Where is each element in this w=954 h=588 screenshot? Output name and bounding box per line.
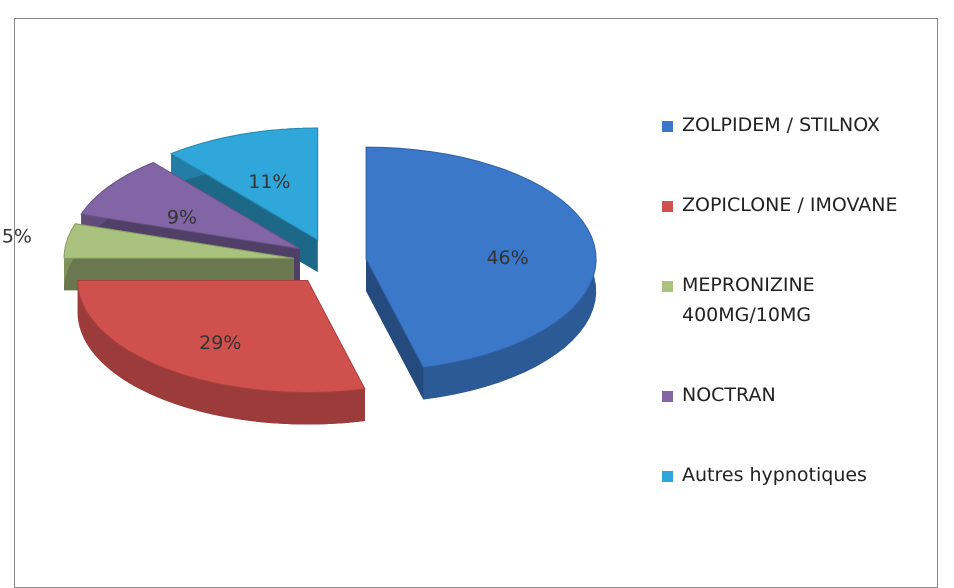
legend-label: NOCTRAN: [682, 384, 776, 406]
legend-label: ZOPICLONE / IMOVANE: [682, 194, 898, 216]
legend-item: ZOPICLONE / IMOVANE: [662, 190, 922, 220]
legend-label: Autres hypnotiques: [682, 464, 867, 486]
pie-slice: [365, 146, 597, 369]
slice-side: [366, 259, 424, 400]
legend-swatch: [662, 121, 673, 132]
data-label: 11%: [248, 171, 290, 193]
legend-item: NOCTRAN: [662, 380, 922, 410]
legend-item: ZOLPIDEM / STILNOX: [662, 110, 922, 140]
pie-slice: [169, 127, 319, 241]
legend-label: ZOLPIDEM / STILNOX: [682, 114, 880, 136]
data-label: 46%: [486, 247, 528, 269]
legend: ZOLPIDEM / STILNOX ZOPICLONE / IMOVANE MEP…: [662, 110, 932, 540]
legend-swatch: [662, 281, 673, 292]
pie-slice: [80, 161, 301, 250]
legend-swatch: [662, 201, 673, 212]
pie-slice: [77, 280, 366, 393]
legend-label: MEPRONIZINE 400MG/10MG: [682, 274, 815, 326]
slice-side: [77, 280, 365, 425]
data-label: 9%: [167, 206, 197, 228]
pie-slice: [63, 223, 295, 259]
legend-swatch: [662, 471, 673, 482]
data-label: 29%: [199, 332, 241, 354]
data-label: 5%: [2, 225, 32, 247]
legend-item: MEPRONIZINE 400MG/10MG: [662, 270, 922, 330]
legend-swatch: [662, 391, 673, 402]
legend-item: Autres hypnotiques: [662, 460, 922, 490]
